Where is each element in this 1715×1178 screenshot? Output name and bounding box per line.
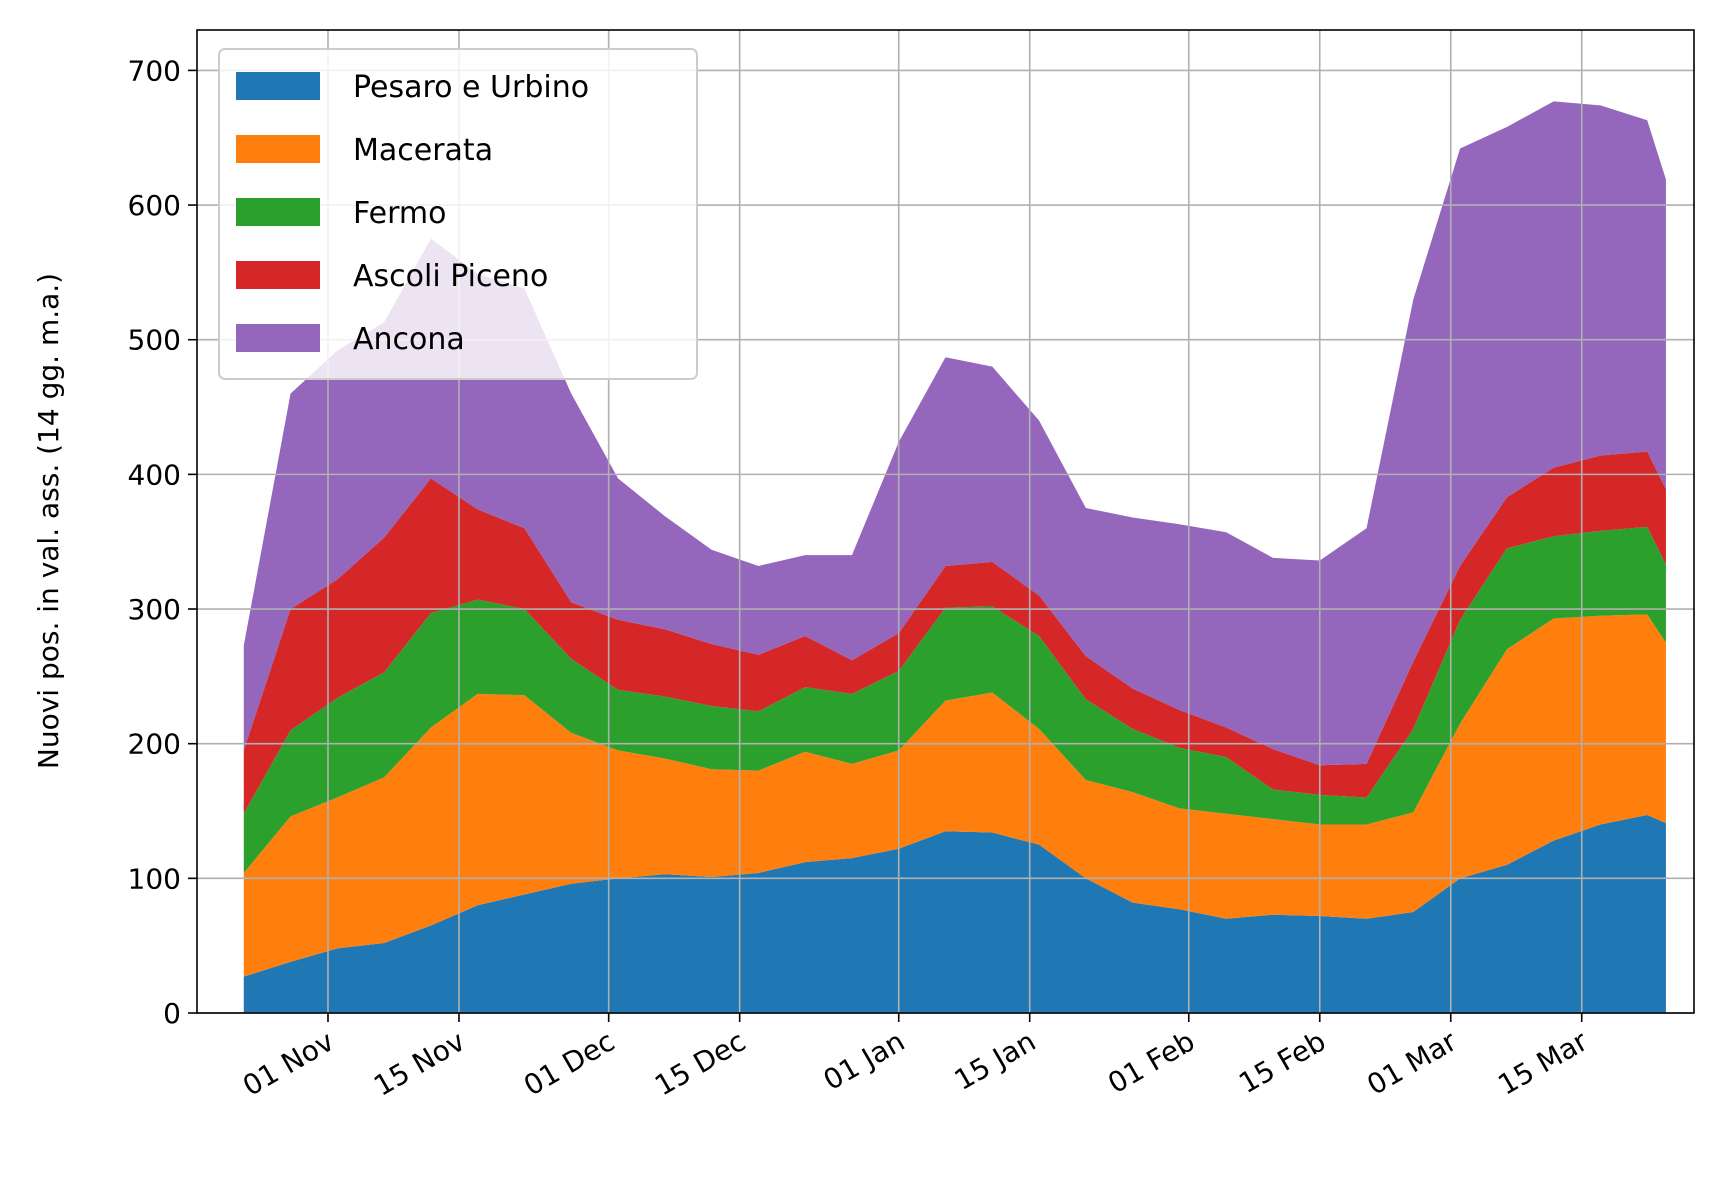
y-tick-label: 700 xyxy=(128,54,181,87)
area-series-ancona xyxy=(243,101,1666,766)
area-series-fermo xyxy=(243,526,1666,873)
legend-label: Ascoli Piceno xyxy=(353,259,548,294)
x-tick-label: 01 Mar xyxy=(1361,1024,1462,1102)
x-tick-label: 01 Nov xyxy=(237,1024,339,1102)
x-tick-label: 15 Dec xyxy=(649,1024,751,1102)
area-series-ascoli-piceno xyxy=(243,451,1666,814)
legend-box xyxy=(218,48,698,380)
legend-label: Macerata xyxy=(353,133,493,168)
legend-swatch xyxy=(236,135,320,163)
legend-label: Ancona xyxy=(353,322,465,357)
area-series-pesaro-e-urbino xyxy=(243,815,1666,1013)
legend-swatch xyxy=(236,324,320,352)
x-tick-label: 15 Jan xyxy=(949,1024,1041,1096)
area-series-group xyxy=(243,101,1666,1013)
y-tick-label: 0 xyxy=(163,997,181,1030)
x-tick-label: 15 Feb xyxy=(1233,1024,1331,1100)
x-tick-label: 15 Mar xyxy=(1492,1024,1593,1102)
legend-swatch xyxy=(236,198,320,226)
x-tick-label: 01 Feb xyxy=(1102,1024,1200,1100)
y-axis-label: Nuovi pos. in val. ass. (14 gg. m.a.) xyxy=(32,273,65,769)
area-series-macerata xyxy=(243,614,1666,977)
y-tick-label: 200 xyxy=(128,728,181,761)
y-tick-label: 400 xyxy=(128,458,181,491)
y-tick-label: 100 xyxy=(128,862,181,895)
legend: Pesaro e Urbino Macerata Fermo Ascoli Picen… xyxy=(218,48,698,380)
x-tick-label: 15 Nov xyxy=(368,1024,470,1102)
x-tick-label: 01 Dec xyxy=(518,1024,620,1102)
y-tick-label: 600 xyxy=(128,189,181,222)
legend-label: Fermo xyxy=(353,196,446,231)
x-tick-label: 01 Jan xyxy=(818,1024,910,1096)
legend-label: Pesaro e Urbino xyxy=(353,70,589,105)
legend-swatch xyxy=(236,72,320,100)
plot-frame xyxy=(196,29,1695,1014)
y-tick-label: 300 xyxy=(128,593,181,626)
legend-swatch xyxy=(236,261,320,289)
y-tick-label: 500 xyxy=(128,324,181,357)
